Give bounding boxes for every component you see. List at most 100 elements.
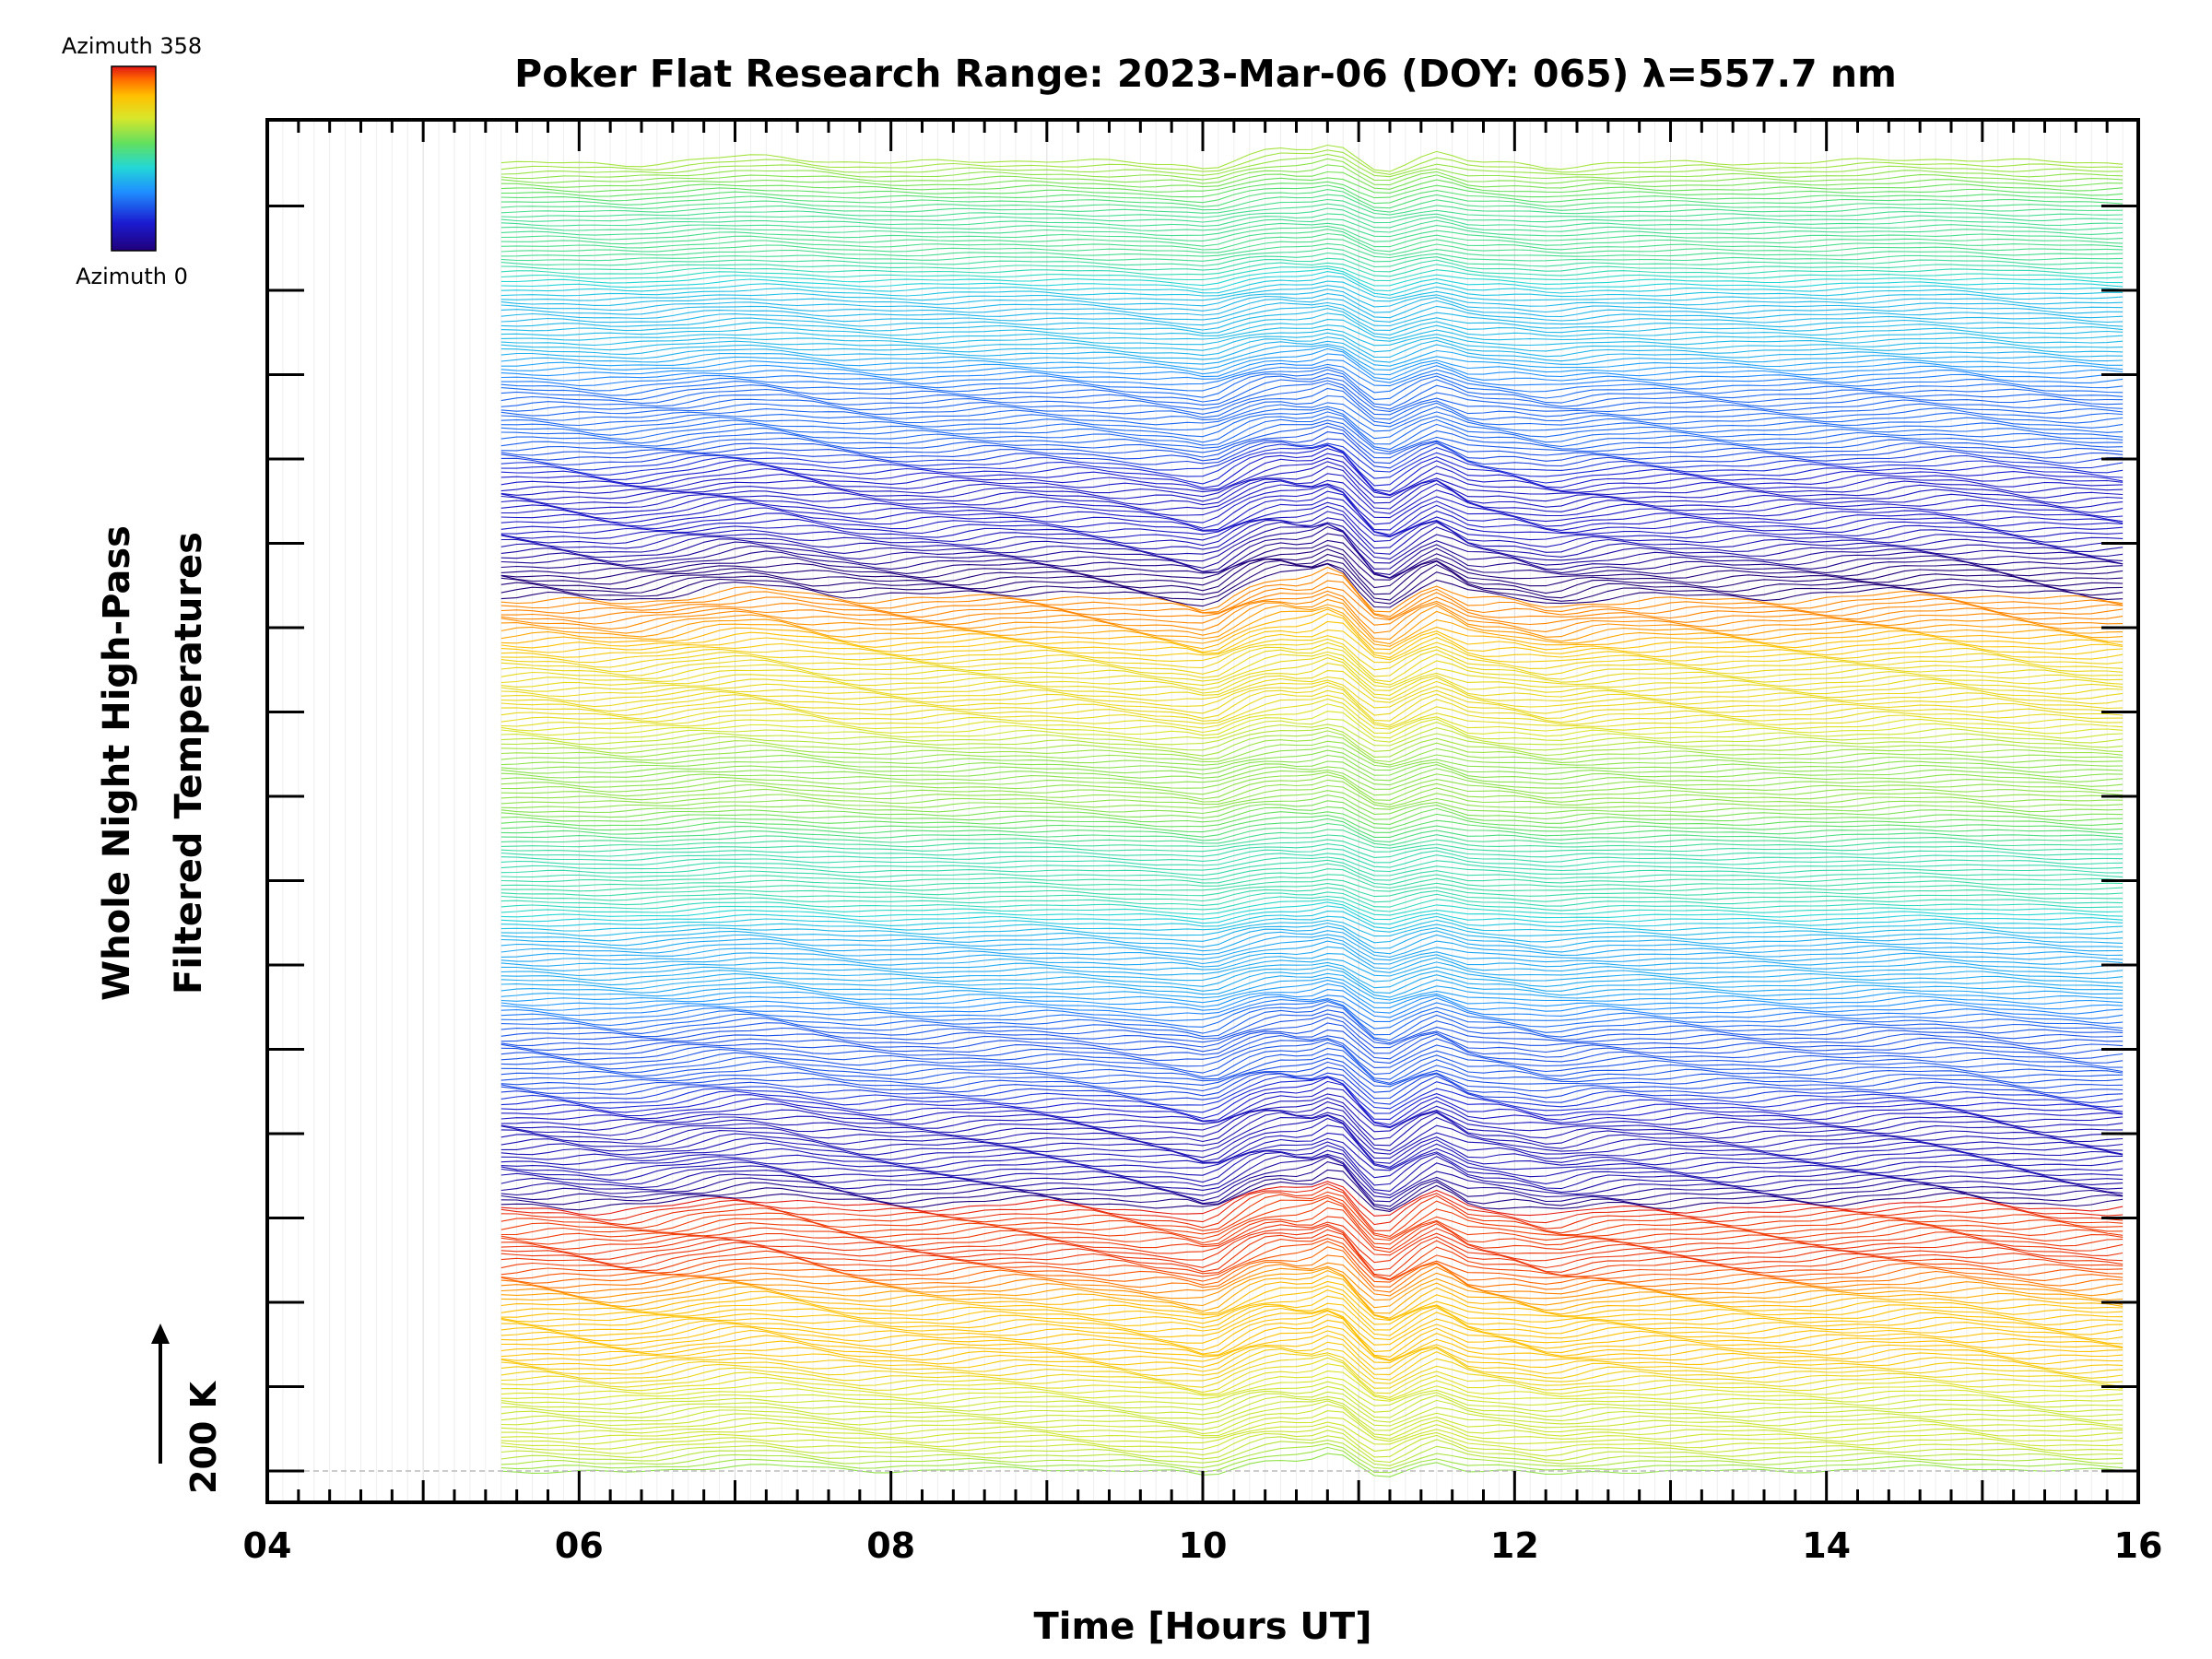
azimuth-trace — [500, 419, 2124, 453]
azimuth-trace — [500, 590, 2124, 626]
azimuth-trace — [500, 312, 2124, 335]
azimuth-trace — [500, 1169, 2124, 1210]
azimuth-trace — [500, 521, 2124, 559]
colorbar-gradient — [111, 65, 157, 252]
azimuth-trace — [500, 608, 2124, 651]
azimuth-trace — [500, 1335, 2124, 1370]
azimuth-trace — [500, 359, 2124, 383]
azimuth-trace — [500, 769, 2124, 790]
x-tick-label: 06 — [555, 1525, 604, 1566]
azimuth-trace — [500, 998, 2124, 1022]
azimuth-trace — [500, 232, 2124, 253]
azimuth-trace — [500, 369, 2124, 400]
azimuth-trace — [500, 218, 2124, 233]
azimuth-trace — [500, 1404, 2124, 1436]
azimuth-trace — [500, 479, 2124, 514]
azimuth-trace — [500, 1186, 2124, 1231]
azimuth-trace — [500, 953, 2124, 973]
azimuth-trace — [500, 620, 2124, 659]
azimuth-trace — [500, 1181, 2124, 1217]
azimuth-trace — [500, 490, 2124, 535]
azimuth-trace — [500, 790, 2124, 810]
azimuth-trace — [500, 1241, 2124, 1283]
azimuth-trace — [500, 1319, 2124, 1361]
azimuth-trace — [500, 242, 2124, 259]
azimuth-trace — [500, 222, 2124, 238]
colorbar: Azimuth 358 Azimuth 0 — [62, 33, 202, 289]
azimuth-trace — [500, 271, 2124, 292]
azimuth-trace — [500, 444, 2124, 479]
azimuth-trace — [500, 735, 2124, 763]
azimuth-trace — [500, 740, 2124, 766]
azimuth-trace — [500, 406, 2124, 432]
azimuth-trace — [500, 994, 2124, 1018]
x-tick-labels: 04 06 08 10 12 14 16 — [243, 1525, 2163, 1566]
azimuth-trace — [500, 1017, 2124, 1049]
azimuth-trace — [500, 285, 2124, 302]
azimuth-trace — [500, 679, 2124, 709]
azimuth-trace — [500, 448, 2124, 492]
azimuth-trace — [500, 1352, 2124, 1384]
azimuth-trace — [500, 1100, 2124, 1140]
azimuth-trace — [500, 207, 2124, 224]
azimuth-trace — [500, 694, 2124, 728]
azimuth-trace — [500, 181, 2124, 199]
azimuth-trace — [500, 1425, 2124, 1452]
azimuth-trace — [500, 834, 2124, 849]
x-tick-label: 16 — [2114, 1525, 2163, 1566]
azimuth-trace — [500, 1421, 2124, 1445]
azimuth-trace — [500, 629, 2124, 661]
azimuth-trace — [500, 1161, 2124, 1207]
azimuth-trace — [500, 946, 2124, 970]
azimuth-trace — [500, 638, 2124, 671]
azimuth-trace — [500, 402, 2124, 428]
azimuth-trace — [500, 486, 2124, 531]
azimuth-trace — [500, 1307, 2124, 1341]
azimuth-trace — [500, 754, 2124, 776]
y-axis-ticks — [267, 205, 2138, 1473]
azimuth-trace — [500, 189, 2124, 209]
azimuth-trace — [500, 815, 2124, 833]
azimuth-trace — [500, 213, 2124, 229]
azimuth-trace — [500, 257, 2124, 273]
azimuth-trace — [500, 247, 2124, 263]
azimuth-trace — [500, 1430, 2124, 1458]
azimuth-trace — [500, 1234, 2124, 1280]
azimuth-trace — [500, 635, 2124, 664]
azimuth-trace — [500, 1347, 2124, 1381]
scale-bar: 200 K — [151, 1324, 224, 1494]
azimuth-trace — [500, 899, 2124, 916]
azimuth-trace — [500, 238, 2124, 256]
azimuth-trace — [500, 1053, 2124, 1086]
azimuth-trace — [500, 1216, 2124, 1253]
azimuth-trace — [500, 1302, 2124, 1336]
azimuth-trace — [500, 853, 2124, 868]
azimuth-trace — [500, 983, 2124, 1008]
azimuth-trace — [500, 1061, 2124, 1093]
azimuth-trace — [500, 559, 2124, 601]
azimuth-trace — [500, 1196, 2124, 1241]
azimuth-trace — [500, 651, 2124, 686]
azimuth-trace — [500, 856, 2124, 873]
azimuth-trace — [500, 1295, 2124, 1331]
azimuth-trace — [500, 265, 2124, 282]
azimuth-trace — [500, 144, 2124, 172]
azimuth-trace — [500, 366, 2124, 394]
azimuth-trace — [500, 301, 2124, 323]
azimuth-trace — [500, 1077, 2124, 1120]
azimuth-trace — [500, 1246, 2124, 1288]
azimuth-trace — [500, 749, 2124, 771]
azimuth-trace — [500, 1313, 2124, 1358]
azimuth-trace — [500, 1088, 2124, 1128]
azimuth-trace — [500, 1072, 2124, 1105]
azimuth-trace — [500, 252, 2124, 268]
azimuth-trace — [500, 280, 2124, 300]
azimuth-trace — [500, 1363, 2124, 1398]
azimuth-trace — [500, 1145, 2124, 1186]
x-tick-label: 12 — [1490, 1525, 1539, 1566]
azimuth-trace — [500, 483, 2124, 519]
azimuth-trace — [500, 497, 2124, 537]
azimuth-trace — [500, 647, 2124, 683]
azimuth-trace — [500, 511, 2124, 549]
azimuth-trace — [500, 859, 2124, 877]
